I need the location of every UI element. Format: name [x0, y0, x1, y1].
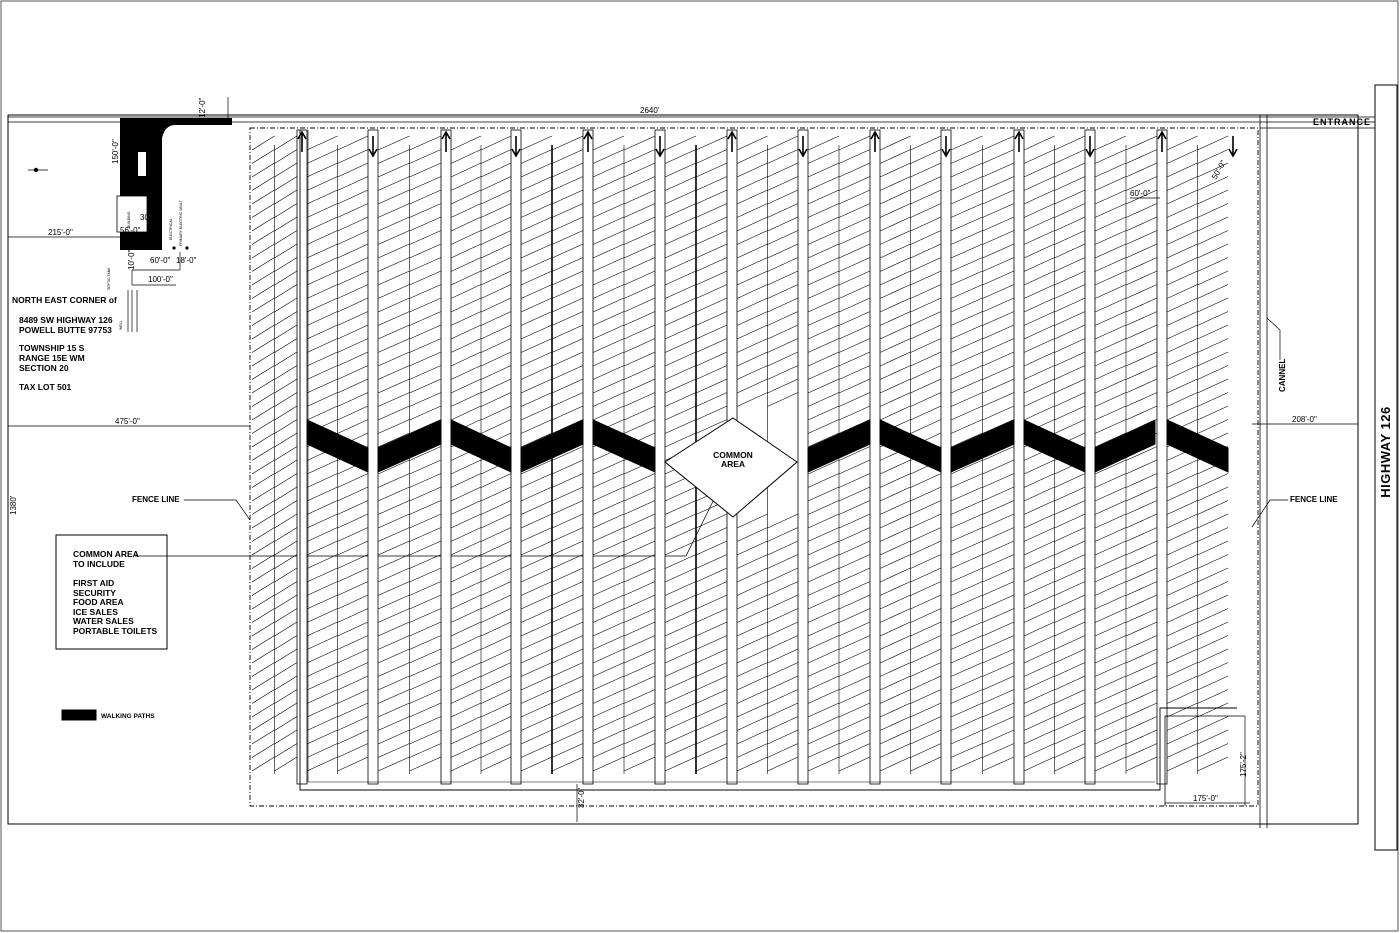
fence-line-right-label: FENCE LINE	[1290, 495, 1338, 504]
site-info-line: NORTH EAST CORNER of	[12, 295, 117, 305]
road-width-dim: 12'-0"	[198, 97, 207, 118]
entrance-label: ENTRANCE	[1313, 117, 1371, 127]
arrow-down-icon	[1229, 136, 1237, 156]
common-area-line: FIRST AID	[73, 578, 114, 588]
highway-label: HIGHWAY 126	[1378, 406, 1393, 498]
left-vertical-dim: 150'-0"	[111, 139, 120, 164]
dim-60-1: 60'-0"	[150, 256, 171, 265]
dim-100: 100'-0"	[148, 275, 173, 284]
canal-label: CANNEL	[1278, 359, 1287, 392]
walking-path	[1095, 420, 1155, 472]
small-lot	[1165, 716, 1245, 806]
aisle	[583, 130, 593, 784]
dim-18: 18'-0"	[176, 256, 197, 265]
aisle	[368, 130, 378, 784]
fence-line-left-leader	[184, 500, 250, 520]
dim-30: 30'	[140, 213, 151, 222]
top-length-dim: 2640'	[640, 106, 660, 115]
site-info-line: 8489 SW HIGHWAY 126	[19, 315, 113, 325]
top-left-width-dim: 215'-0"	[48, 228, 73, 237]
fence-line-left-label: FENCE LINE	[132, 495, 180, 504]
electrical-point	[172, 246, 175, 249]
vault-point	[185, 246, 188, 249]
aisle	[1014, 130, 1024, 784]
right-width-dim: 208'-0"	[1292, 415, 1317, 424]
lot-width-dim: 175'-0"	[1193, 794, 1218, 803]
utility-2-label: PRIMARY ELECTRIC VAULT	[179, 199, 183, 246]
aisle	[1157, 130, 1167, 784]
common-area-line: TO INCLUDE	[73, 559, 125, 569]
common-area-line: COMMON AREA	[73, 549, 139, 559]
building-width-dim: 56'-0"	[120, 226, 141, 235]
site-info-line: TAX LOT 501	[19, 382, 72, 392]
utility-1-label: ELECTRICAL	[169, 218, 173, 240]
fence-line-right-leader	[1252, 500, 1288, 527]
walking-paths-swatch	[62, 710, 96, 720]
utility-3-label: SEPTIC TANK	[107, 267, 111, 290]
site-info-line: RANGE 15E WM	[19, 353, 85, 363]
site-info-line: SECTION 20	[19, 363, 69, 373]
common-area-title-2: AREA	[721, 459, 745, 469]
aisle	[655, 130, 665, 784]
common-area-line: WATER SALES	[73, 616, 134, 626]
aisle	[941, 130, 951, 784]
aisle	[297, 130, 307, 784]
lot-height-dim: 175'-2"	[1239, 752, 1248, 777]
aisle	[1085, 130, 1095, 784]
dim-60-2: 60'-0"	[1130, 189, 1151, 198]
common-area-line: FOOD AREA	[73, 597, 124, 607]
common-area-line: PORTABLE TOILETS	[73, 626, 158, 636]
aisle	[511, 130, 521, 784]
driveway-sign	[138, 152, 146, 176]
bottom-32-dim: 32'-0"	[577, 787, 586, 808]
site-info-line: TOWNSHIP 15 S	[19, 343, 85, 353]
common-area-list: COMMON AREA TO INCLUDE FIRST AID SECURIT…	[73, 549, 158, 636]
dim-10: 10'-0"	[127, 249, 136, 270]
mid-left-width-dim: 475'-0"	[115, 417, 140, 426]
site-info-line: POWELL BUTTE 97753	[19, 325, 112, 335]
aisle	[870, 130, 880, 784]
walking-paths-label: WALKING PATHS	[101, 713, 155, 720]
left-height-dim: 1380'	[9, 495, 18, 515]
aisle	[798, 130, 808, 784]
utility-4-label: WELL	[119, 320, 123, 330]
canal-leader	[1267, 318, 1280, 360]
site-info: NORTH EAST CORNER of 8489 SW HIGHWAY 126…	[12, 295, 117, 392]
aisle	[441, 130, 451, 784]
north-arrow-dot	[34, 168, 38, 172]
